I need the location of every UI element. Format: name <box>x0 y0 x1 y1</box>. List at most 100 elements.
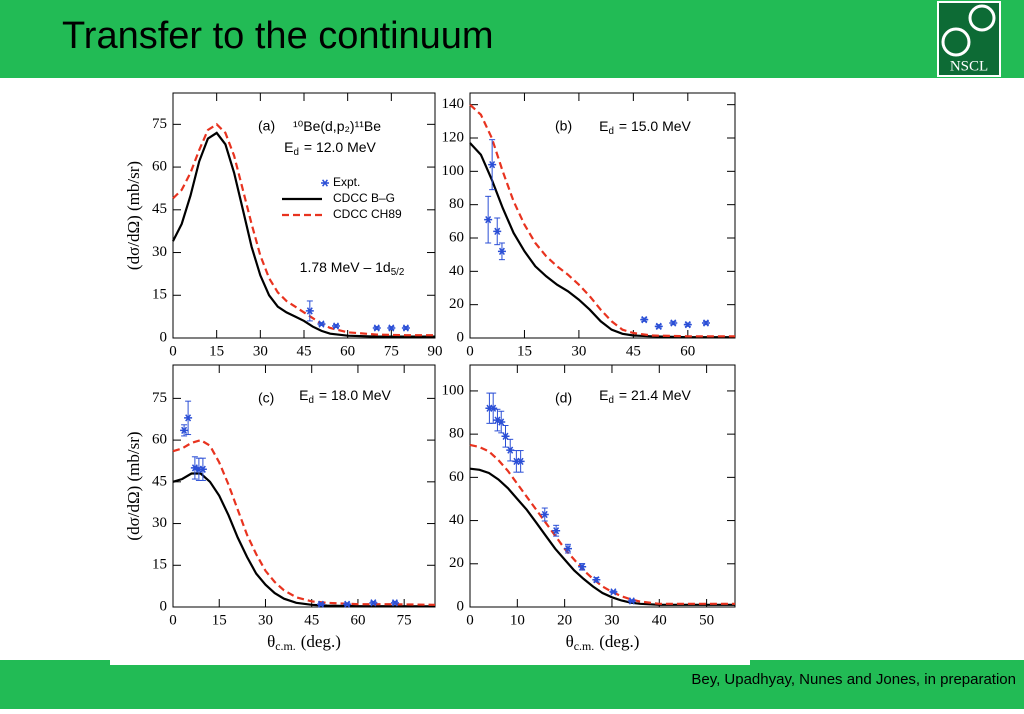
x-tick-label: 15 <box>212 612 227 628</box>
data-point <box>592 576 601 584</box>
x-tick-label: 30 <box>258 612 273 628</box>
annotation-text: ¹⁰Be(d,p₂)¹¹Be <box>293 118 381 134</box>
x-tick-label: 0 <box>169 612 177 628</box>
data-point <box>627 597 636 605</box>
y-tick-label: 100 <box>442 382 465 398</box>
figure-area <box>110 78 750 665</box>
x-tick-label: 0 <box>466 612 474 628</box>
x-tick-label: 20 <box>557 612 572 628</box>
x-tick-label: 45 <box>297 343 312 359</box>
annotation: Ed = 15.0 MeV <box>599 118 691 137</box>
data-point <box>497 247 506 255</box>
annotation: ¹⁰Be(d,p₂)¹¹Be <box>293 118 381 134</box>
annotation-text: = 12.0 MeV <box>304 139 377 155</box>
legend-label: Expt. <box>333 175 360 189</box>
data-point <box>489 404 498 412</box>
annotation: Ed = 12.0 MeV <box>284 139 376 158</box>
x-tick-label: 45 <box>626 343 641 359</box>
annotation-text: = 21.4 MeV <box>619 387 692 403</box>
annotation: 1.78 MeV – 1d5/2 <box>300 259 405 278</box>
y-tick-label: 30 <box>152 244 167 260</box>
curve <box>469 467 735 606</box>
x-tick-label: 15 <box>517 343 532 359</box>
data-point <box>317 320 326 328</box>
data-point <box>343 600 352 608</box>
y-tick-label: 0 <box>160 598 168 614</box>
x-tick-label: 15 <box>209 343 224 359</box>
x-tick-label: 0 <box>466 343 474 359</box>
y-tick-label: 0 <box>457 329 465 345</box>
x-tick-label: 30 <box>571 343 586 359</box>
y-tick-label: 40 <box>449 263 464 279</box>
data-point <box>493 227 502 235</box>
data-point <box>401 324 410 332</box>
x-tick-label: 75 <box>397 612 412 628</box>
y-tick-label: 0 <box>160 329 168 345</box>
data-point <box>506 446 515 454</box>
y-tick-label: 120 <box>442 129 465 145</box>
annotation-subscript: d <box>293 147 298 158</box>
x-axis-label: θc.m. (deg.) <box>267 632 341 653</box>
x-tick-label: 0 <box>169 343 177 359</box>
data-point <box>332 322 341 330</box>
x-tick-label: 60 <box>350 612 365 628</box>
y-tick-label: 15 <box>152 287 167 303</box>
y-tick-label: 0 <box>457 598 465 614</box>
data-point <box>501 432 510 440</box>
annotation-subscript: d <box>608 126 613 137</box>
y-axis-label: (dσ/dΩ) (mb/sr) <box>124 161 143 270</box>
legend-label: CDCC B–G <box>333 191 395 205</box>
x-tick-label: 30 <box>253 343 268 359</box>
plot-frame <box>469 92 736 339</box>
data-point <box>701 319 710 327</box>
curve <box>469 142 735 339</box>
data-point <box>488 161 497 169</box>
annotation-subscript: d <box>308 395 313 406</box>
logo-swirl <box>941 27 971 57</box>
annotation-text: 1.78 MeV – 1d <box>300 259 391 275</box>
data-point <box>683 321 692 329</box>
data-point <box>369 599 378 607</box>
y-tick-label: 20 <box>449 555 464 571</box>
curve <box>469 103 735 338</box>
y-tick-label: 20 <box>449 296 464 312</box>
panel-label: (a) <box>258 118 275 134</box>
y-tick-label: 40 <box>449 512 464 528</box>
y-tick-label: 15 <box>152 557 167 573</box>
y-tick-label: 100 <box>442 163 465 179</box>
data-point <box>497 418 506 426</box>
x-tick-label: 10 <box>510 612 525 628</box>
x-tick-label: 75 <box>384 343 399 359</box>
data-point <box>654 322 663 330</box>
y-tick-label: 60 <box>152 432 167 448</box>
x-axis-label-text: (deg.) <box>301 632 341 651</box>
x-tick-label: 30 <box>604 612 619 628</box>
legend-marker <box>321 179 329 187</box>
data-point <box>640 316 649 324</box>
x-axis-label-subscript: c.m. <box>275 639 295 653</box>
annotation-subscript: 5/2 <box>391 267 405 278</box>
annotation-symbol: E <box>599 118 608 134</box>
logo-swirl <box>968 4 996 32</box>
y-tick-label: 45 <box>152 201 167 217</box>
y-tick-label: 60 <box>152 159 167 175</box>
y-tick-label: 75 <box>152 390 167 406</box>
y-axis-label: (dσ/dΩ) (mb/sr) <box>124 431 143 540</box>
curve <box>172 122 435 337</box>
data-point <box>578 563 587 571</box>
data-point <box>390 599 399 607</box>
data-point <box>552 527 561 535</box>
x-tick-label: 40 <box>652 612 667 628</box>
data-point <box>198 465 207 473</box>
curve <box>172 438 436 606</box>
logo-text: NSCL <box>950 58 988 74</box>
annotation-text: = 18.0 MeV <box>319 387 392 403</box>
x-tick-label: 60 <box>680 343 695 359</box>
data-point <box>305 307 314 315</box>
x-tick-label: 90 <box>428 343 443 359</box>
logo: NSCL <box>937 1 1001 77</box>
credit: Bey, Upadhyay, Nunes and Jones, in prepa… <box>691 671 1016 688</box>
data-point <box>484 216 493 224</box>
plot-frame <box>469 364 736 608</box>
